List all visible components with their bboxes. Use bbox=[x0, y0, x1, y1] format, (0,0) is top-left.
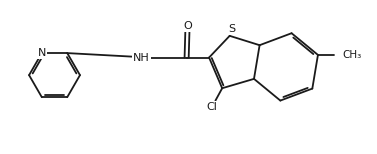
Text: Cl: Cl bbox=[206, 102, 217, 112]
Text: O: O bbox=[183, 21, 192, 31]
Text: NH: NH bbox=[133, 53, 150, 63]
Text: CH₃: CH₃ bbox=[342, 50, 362, 60]
Text: S: S bbox=[228, 24, 235, 34]
Text: N: N bbox=[38, 48, 46, 58]
